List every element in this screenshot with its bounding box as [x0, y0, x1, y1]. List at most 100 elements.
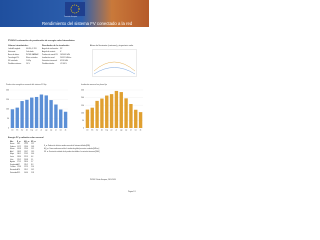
- field-value: 2095.2 kWh/m²: [60, 57, 72, 59]
- field-value: Silicio cristalino: [26, 57, 38, 59]
- table-cell: 141.8: [17, 149, 21, 151]
- x-tick-label: nov: [135, 130, 138, 132]
- table-cell: 160.1: [17, 154, 21, 156]
- y-tick-label: 200: [81, 97, 84, 99]
- table-cell: 176.2: [17, 159, 21, 161]
- field-label: Base de datos:: [8, 54, 20, 56]
- table-cell: 213.5: [24, 154, 28, 156]
- table-header: E_m: [17, 141, 21, 143]
- y-tick-label: 0: [83, 128, 84, 130]
- y-tick-label: 150: [6, 99, 9, 101]
- field-label: Variación interanual:: [42, 60, 58, 62]
- header-banner: Comisión Europea Rendimiento del sistema…: [0, 0, 149, 27]
- table-cell: 5.7: [31, 162, 34, 164]
- table-cell: 236.4: [24, 162, 28, 164]
- chart-title: Producción energética mensual del sistem…: [6, 83, 46, 86]
- field-label: Latitud/Longitud:: [8, 48, 21, 50]
- x-tick-label: feb: [16, 130, 18, 132]
- bar: [30, 97, 34, 128]
- table-header: SD_m: [31, 141, 36, 143]
- bar: [59, 109, 63, 128]
- bar: [15, 107, 19, 128]
- chart-title: Irradiación mensual en plano fijo: [81, 84, 107, 86]
- inputs-heading: Valores introducidos:: [8, 45, 29, 47]
- y-tick-label: 100: [81, 112, 84, 114]
- bar: [95, 100, 99, 128]
- y-tick-label: 50: [7, 118, 9, 120]
- x-tick-label: sep: [125, 130, 127, 132]
- field-value: 14 %: [26, 63, 30, 65]
- table-cell: 157.9: [24, 167, 28, 169]
- table-title: Energía FV y radiación solar mensual: [8, 137, 44, 139]
- field-value: -22.66 %: [60, 63, 67, 65]
- page-title: Rendimiento del sistema FV conectado a l…: [42, 21, 133, 26]
- x-tick-label: dic: [65, 130, 67, 132]
- table-cell: 98.5: [17, 144, 21, 145]
- report-title: PVGIS-5 estimación de producción de ener…: [8, 40, 75, 42]
- field-value: PVGIS-SARAH2: [26, 54, 39, 56]
- table-cell: 10.6: [31, 154, 35, 156]
- table-cell: 178.4: [24, 149, 28, 151]
- table-cell: 104.4: [24, 172, 28, 174]
- table-cell: 11.8: [31, 172, 34, 174]
- x-tick-label: may: [30, 130, 33, 132]
- table-cell: 148.3: [17, 151, 21, 153]
- table-cell: 15.2: [31, 149, 35, 151]
- table-cell: 85.5: [17, 172, 21, 174]
- table-header: Mes: [10, 141, 14, 143]
- field-value: 0 °: [60, 51, 63, 53]
- x-tick-label: feb: [91, 130, 93, 132]
- field-label: Ángulo de azimut:: [42, 51, 56, 53]
- bar: [124, 98, 128, 128]
- agency: Comisión Europea: [64, 17, 78, 18]
- field-value: 42.18 kWh: [60, 60, 69, 62]
- bar: [114, 90, 119, 128]
- horizon-chart: [92, 49, 137, 77]
- x-tick-label: oct: [55, 129, 57, 132]
- table-cell: 195.2: [24, 164, 28, 166]
- y-tick-label: 200: [6, 90, 9, 92]
- bar: [100, 98, 104, 128]
- table-cell: 120.1: [24, 170, 28, 171]
- y-tick-label: 100: [6, 109, 9, 111]
- table-cell: 8.3: [31, 164, 34, 166]
- bar: [105, 95, 109, 128]
- table-cell: Diciembre: [10, 172, 18, 174]
- table-cell: 6.4: [31, 157, 34, 158]
- bar: [39, 94, 44, 128]
- legend-text: SD_m: Desviación estándar de la producci…: [44, 152, 100, 153]
- field-label: Pérdidas totales:: [42, 63, 55, 65]
- field-label: FV instalada:: [8, 60, 18, 62]
- field-label: Irradiación anual:: [42, 57, 55, 59]
- outputs-heading: Resultados de la simulación:: [42, 45, 70, 47]
- x-tick-label: ago: [120, 130, 123, 132]
- table-header: H(i)_m: [24, 141, 30, 143]
- x-tick-label: ene: [86, 130, 89, 132]
- x-tick-label: may: [105, 130, 108, 132]
- horizon-title: Altura del horizonte (contorno) y trayec…: [90, 45, 134, 47]
- bar: [129, 103, 133, 128]
- table-cell: 222.9: [24, 157, 28, 158]
- field-value: 1620.45 kWh: [60, 54, 70, 56]
- table-cell: 97.4: [17, 170, 21, 171]
- table-cell: 171.5: [17, 162, 21, 164]
- table-cell: Marzo: [10, 149, 15, 151]
- bar: [25, 99, 29, 128]
- bar: [20, 101, 24, 128]
- field-value: 40.416,-3.703: [26, 48, 37, 50]
- table-cell: Enero: [10, 144, 15, 145]
- table-cell: 12.1: [31, 144, 35, 145]
- x-tick-label: jun: [35, 130, 38, 132]
- bar: [90, 107, 94, 128]
- x-tick-label: jul: [40, 130, 43, 132]
- table-cell: Octubre: [10, 167, 16, 169]
- field-label: Horizonte:: [8, 51, 16, 53]
- x-tick-label: ago: [45, 130, 48, 132]
- table-cell: 121.3: [24, 144, 28, 145]
- x-tick-label: dic: [140, 130, 142, 132]
- bar: [134, 109, 138, 128]
- x-tick-label: jun: [110, 130, 113, 132]
- y-tick-label: 250: [81, 90, 84, 92]
- footer-note: PVGIS ©Unión Europea, 2001-2024.: [90, 180, 117, 181]
- bar: [44, 95, 48, 128]
